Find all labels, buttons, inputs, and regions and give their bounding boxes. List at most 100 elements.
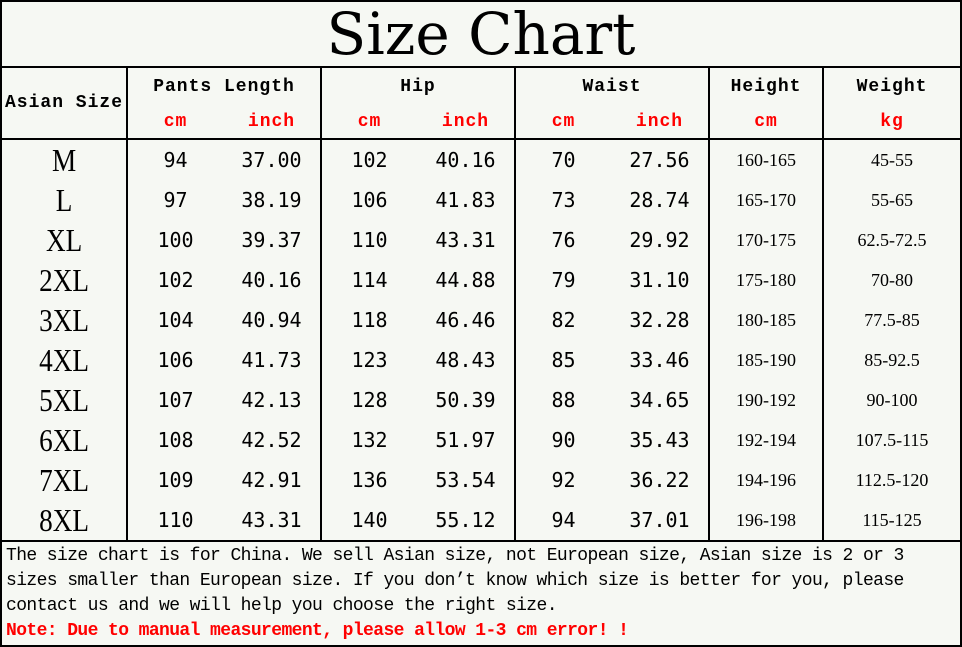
- table-row: L 97 38.19 106 41.83 73 28.74 165-170 55-65: [2, 180, 960, 220]
- value-cell: 110: [351, 228, 388, 252]
- table-row: 2XL 102 40.16 114 44.88 79 31.10 175-180 70-80: [2, 260, 960, 300]
- value-cell: 40.94: [223, 300, 322, 340]
- value-cell: 112.5-120: [855, 469, 929, 490]
- value-cell: 55.12: [417, 500, 516, 540]
- value-cell: 90: [551, 428, 576, 452]
- value-cell: 34.65: [611, 380, 711, 420]
- table-row: 3XL 104 40.94 118 46.46 82 32.28 180-185 77.5-85: [2, 300, 960, 340]
- value-cell: 40.16: [417, 139, 516, 180]
- header-group: Hip: [321, 68, 516, 106]
- value-cell: 50.39: [417, 380, 516, 420]
- header-unit: inch: [223, 106, 322, 139]
- value-cell: 32.28: [611, 300, 711, 340]
- size-cell: L: [11, 180, 119, 220]
- value-cell: 128: [351, 388, 388, 412]
- value-cell: 42.52: [223, 420, 322, 460]
- value-cell: 35.43: [611, 420, 711, 460]
- value-cell: 136: [351, 468, 388, 492]
- value-cell: 107: [157, 388, 194, 412]
- size-table: Asian Size Pants Length Hip Waist Height Weig…: [2, 68, 960, 540]
- value-cell: 46.46: [417, 300, 516, 340]
- value-cell: 48.43: [417, 340, 516, 380]
- header-group: Weight: [856, 77, 928, 97]
- value-cell: 170-175: [709, 220, 825, 260]
- value-cell: 118: [351, 308, 388, 332]
- value-cell: 104: [157, 308, 194, 332]
- table-row: M 94 37.00 102 40.16 70 27.56 160-165 45-55: [2, 139, 960, 180]
- size-cell: 8XL: [11, 500, 119, 540]
- value-cell: 123: [351, 348, 388, 372]
- value-cell: 108: [157, 428, 194, 452]
- value-cell: 44.88: [417, 260, 516, 300]
- value-cell: 132: [351, 428, 388, 452]
- value-cell: 192-194: [709, 420, 825, 460]
- size-cell: 2XL: [11, 260, 119, 300]
- value-cell: 29.92: [611, 220, 711, 260]
- value-cell: 40.16: [223, 260, 322, 300]
- value-cell: 115-125: [862, 509, 922, 530]
- value-cell: 39.37: [223, 220, 322, 260]
- value-cell: 41.83: [417, 180, 516, 220]
- value-cell: 76: [551, 228, 576, 252]
- value-cell: 45-55: [871, 149, 914, 170]
- size-cell: 7XL: [11, 460, 119, 500]
- notes-text: The size chart is for China. We sell Asi…: [6, 546, 904, 616]
- size-cell: 5XL: [11, 380, 119, 420]
- value-cell: 82: [551, 308, 576, 332]
- value-cell: 92: [551, 468, 576, 492]
- value-cell: 70-80: [871, 269, 914, 290]
- value-cell: 107.5-115: [855, 429, 929, 450]
- value-cell: 106: [351, 188, 388, 212]
- size-cell: XL: [11, 220, 119, 260]
- header-unit: kg: [880, 112, 904, 132]
- value-cell: 37.01: [611, 500, 711, 540]
- page-title: Size Chart: [2, 2, 960, 68]
- value-cell: 175-180: [709, 260, 825, 300]
- table-row: 4XL 106 41.73 123 48.43 85 33.46 185-190 85-92.5: [2, 340, 960, 380]
- value-cell: 94: [163, 148, 188, 172]
- table-row: 6XL 108 42.52 132 51.97 90 35.43 192-194 107.5-1…: [2, 420, 960, 460]
- value-cell: 114: [351, 268, 388, 292]
- header-row: Asian Size Pants Length Hip Waist Height Weig…: [2, 68, 960, 139]
- value-cell: 31.10: [611, 260, 711, 300]
- header-unit: inch: [417, 106, 516, 139]
- header-group: Height: [709, 68, 825, 106]
- value-cell: 70: [551, 148, 576, 172]
- value-cell: 88: [551, 388, 576, 412]
- value-cell: 109: [157, 468, 194, 492]
- value-cell: 140: [351, 508, 388, 532]
- value-cell: 36.22: [611, 460, 711, 500]
- table-row: XL 100 39.37 110 43.31 76 29.92 170-175 62.5-72.…: [2, 220, 960, 260]
- notes: The size chart is for China. We sell Asi…: [2, 540, 960, 645]
- value-cell: 106: [157, 348, 194, 372]
- value-cell: 38.19: [223, 180, 322, 220]
- value-cell: 77.5-85: [864, 309, 920, 330]
- size-cell: 4XL: [11, 340, 119, 380]
- unit-row: cm inch cm inch cm inch cm kg: [2, 106, 960, 139]
- value-cell: 85: [551, 348, 576, 372]
- value-cell: 53.54: [417, 460, 516, 500]
- value-cell: 97: [163, 188, 188, 212]
- header-unit: inch: [611, 106, 711, 139]
- value-cell: 33.46: [611, 340, 711, 380]
- value-cell: 100: [157, 228, 194, 252]
- value-cell: 43.31: [223, 500, 322, 540]
- value-cell: 180-185: [709, 300, 825, 340]
- value-cell: 55-65: [871, 189, 914, 210]
- size-cell: M: [11, 139, 119, 180]
- table-row: 7XL 109 42.91 136 53.54 92 36.22 194-196 112.5-1…: [2, 460, 960, 500]
- header-unit: cm: [551, 112, 576, 132]
- table-row: 8XL 110 43.31 140 55.12 94 37.01 196-198 115-125: [2, 500, 960, 540]
- value-cell: 43.31: [417, 220, 516, 260]
- value-cell: 160-165: [709, 139, 825, 180]
- size-cell: 6XL: [11, 420, 119, 460]
- value-cell: 41.73: [223, 340, 322, 380]
- value-cell: 90-100: [866, 389, 918, 410]
- value-cell: 102: [157, 268, 194, 292]
- header-asian-size: Asian Size: [2, 68, 128, 139]
- header-unit: cm: [163, 112, 188, 132]
- value-cell: 110: [157, 508, 194, 532]
- value-cell: 27.56: [611, 139, 711, 180]
- value-cell: 94: [551, 508, 576, 532]
